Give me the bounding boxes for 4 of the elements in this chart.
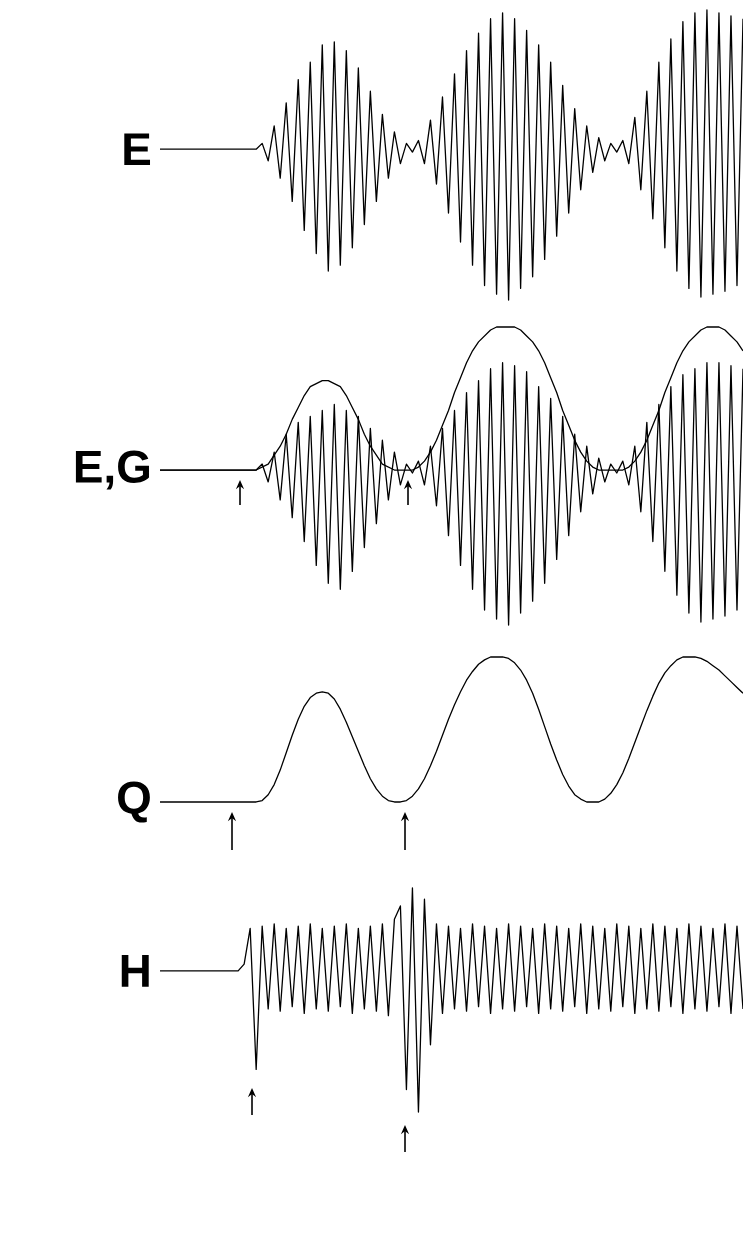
- series-label: H: [121, 955, 149, 987]
- legend-label: Q: [118, 781, 150, 823]
- series-label: E: [124, 133, 151, 165]
- legend-label: E,G: [75, 450, 149, 490]
